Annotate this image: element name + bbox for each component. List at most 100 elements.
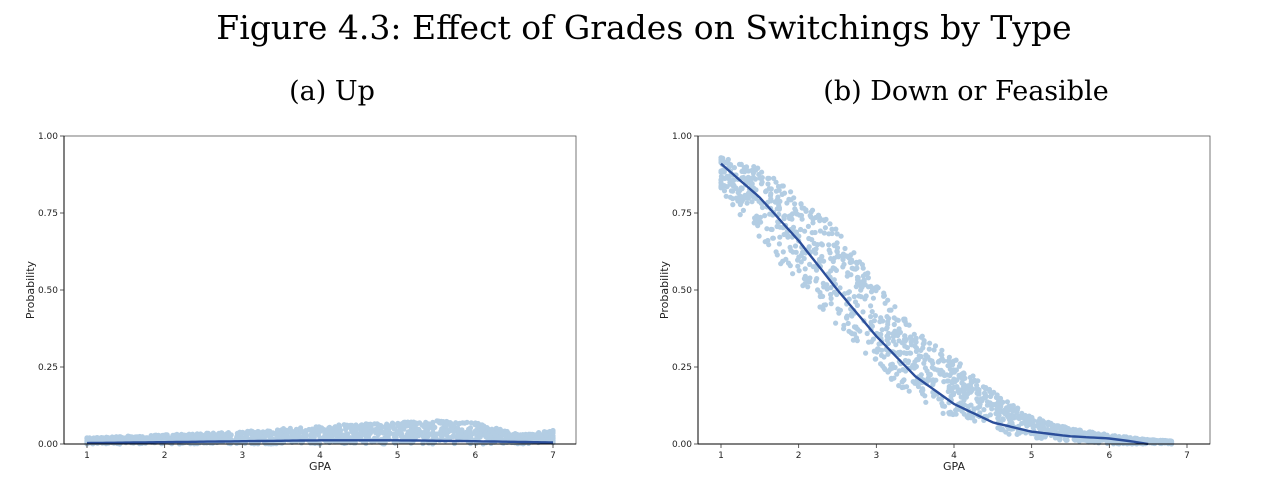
data-point [428,431,434,437]
y-tick-label: 1.00 [672,132,692,142]
data-point [1007,417,1013,423]
data-point [821,258,827,264]
data-point [833,320,839,326]
data-point [146,435,153,441]
data-point [485,432,491,439]
data-point [913,335,919,341]
data-point [968,378,974,384]
data-point [240,435,246,441]
data-point [809,207,816,213]
data-point [414,426,421,432]
x-tick-label: 1 [718,451,724,461]
data-point [857,328,863,334]
data-point [462,420,468,426]
data-point [991,389,997,395]
data-point [850,337,856,343]
x-tick-label: 2 [162,451,168,461]
data-point [515,434,521,440]
data-point [520,432,526,438]
data-point [389,421,395,427]
data-point [851,324,858,330]
data-point [789,216,795,222]
data-point [831,242,837,248]
data-point [939,352,945,358]
data-point [350,426,356,432]
data-point [737,212,743,218]
data-point [293,426,299,432]
data-point [974,396,980,402]
data-point [837,307,843,313]
data-point [749,167,755,174]
data-point [1077,430,1084,436]
data-point [727,194,733,200]
data-point [886,335,892,341]
data-point [870,295,876,301]
data-point [188,433,194,439]
data-point [781,190,788,196]
data-point [771,175,777,181]
data-point [872,313,878,319]
data-point [796,268,802,274]
data-point [308,431,315,437]
data-point [865,275,871,281]
data-point [792,243,799,249]
data-point [893,342,899,348]
data-point [913,345,920,351]
data-point [956,390,962,396]
x-tick-label: 5 [1029,451,1035,461]
y-tick-label: 0.00 [672,440,692,450]
data-point [995,415,1001,421]
data-point [950,390,957,396]
data-point [99,435,105,441]
data-point [790,249,796,255]
data-point [793,229,799,235]
data-point [965,403,971,409]
data-point [139,435,145,441]
data-point [254,429,260,435]
data-point [810,220,816,226]
data-point [920,345,926,351]
data-point [970,373,976,379]
data-point [170,432,176,438]
data-point [814,242,821,248]
data-point [858,287,864,293]
data-point [525,432,531,438]
data-point [864,330,870,337]
data-point [787,263,793,269]
data-point [1052,435,1058,441]
data-point [851,266,857,272]
data-point [316,429,322,435]
x-tick-label: 2 [796,451,802,461]
data-point [1057,437,1063,443]
data-point [244,433,250,439]
data-point [776,187,782,193]
data-point [946,385,952,391]
data-point [862,296,868,302]
data-point [884,314,890,320]
data-point [865,270,871,276]
data-point [969,388,975,394]
data-point [916,353,922,359]
data-point [906,388,912,394]
data-point [164,432,170,438]
data-point [802,273,808,279]
data-point [996,396,1002,402]
data-point [1083,430,1089,436]
y-tick-label: 0.00 [38,440,58,450]
data-point [840,264,846,270]
data-point [774,252,780,258]
data-point [843,253,849,259]
data-point [466,430,473,436]
data-point [768,186,774,192]
data-point [744,200,750,206]
data-point [882,300,888,306]
data-point [1087,438,1093,444]
data-point [953,411,959,417]
x-tick-label: 4 [317,451,323,461]
data-point [915,383,921,390]
data-point [846,328,852,334]
data-point [834,253,841,259]
data-point [479,426,486,432]
data-point [936,396,942,402]
data-point [806,277,812,284]
